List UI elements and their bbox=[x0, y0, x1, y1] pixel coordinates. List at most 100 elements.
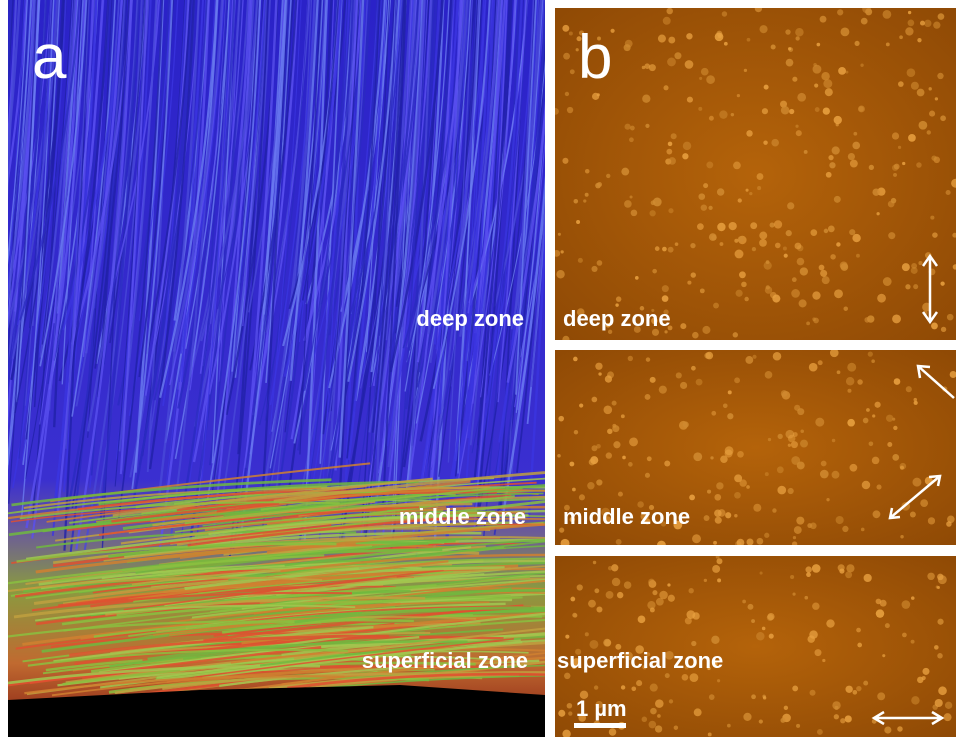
texture-element bbox=[796, 130, 802, 136]
texture-element bbox=[795, 243, 802, 250]
page: a b deep zone middle zone superficial zo… bbox=[0, 0, 956, 737]
texture-element bbox=[629, 137, 634, 142]
texture-element bbox=[567, 703, 573, 709]
texture-element bbox=[701, 68, 709, 76]
texture-element bbox=[699, 77, 702, 80]
texture-element bbox=[704, 579, 707, 582]
texture-element bbox=[724, 42, 728, 46]
texture-element bbox=[727, 413, 733, 419]
texture-element bbox=[789, 109, 794, 114]
texture-element bbox=[597, 260, 603, 266]
texture-element bbox=[847, 389, 851, 393]
texture-element bbox=[690, 673, 699, 682]
texture-element bbox=[822, 276, 830, 284]
texture-element bbox=[606, 452, 612, 458]
texture-element bbox=[720, 242, 724, 246]
texture-element bbox=[723, 403, 728, 408]
texture-element bbox=[912, 478, 921, 487]
texture-element bbox=[795, 125, 798, 128]
texture-element bbox=[852, 142, 860, 150]
texture-element bbox=[622, 456, 626, 460]
texture-element bbox=[702, 326, 710, 334]
texture-element bbox=[585, 169, 590, 174]
texture-element bbox=[612, 425, 619, 432]
texture-element bbox=[842, 526, 848, 532]
texture-element bbox=[797, 93, 806, 102]
texture-element bbox=[624, 200, 632, 208]
texture-element bbox=[689, 494, 695, 500]
texture-element bbox=[667, 8, 673, 14]
texture-element bbox=[829, 162, 835, 168]
texture-element bbox=[792, 541, 797, 546]
texture-element bbox=[655, 246, 660, 251]
texture-element bbox=[658, 35, 666, 43]
texture-element bbox=[872, 188, 879, 195]
texture-element bbox=[746, 189, 749, 192]
texture-element bbox=[902, 263, 910, 271]
texture-element bbox=[876, 609, 884, 617]
texture-element bbox=[832, 439, 835, 442]
texture-element bbox=[937, 586, 940, 589]
texture-element bbox=[759, 719, 763, 723]
texture-element bbox=[742, 600, 746, 604]
texture-element bbox=[938, 13, 945, 20]
texture-element bbox=[892, 165, 898, 171]
texture-element bbox=[686, 610, 695, 619]
texture-element bbox=[892, 314, 901, 323]
texture-element bbox=[832, 146, 840, 154]
texture-element bbox=[0, 0, 8, 490]
texture-element bbox=[757, 186, 761, 190]
texture-element bbox=[659, 591, 668, 600]
texture-element bbox=[680, 323, 686, 329]
texture-element bbox=[706, 75, 715, 84]
texture-element bbox=[899, 35, 903, 39]
texture-element bbox=[876, 599, 882, 605]
texture-element bbox=[911, 596, 915, 600]
texture-element bbox=[800, 267, 808, 275]
texture-element bbox=[738, 198, 742, 202]
zone-label: superficial zone bbox=[557, 648, 723, 673]
texture-element bbox=[739, 271, 746, 278]
texture-element bbox=[744, 69, 747, 72]
texture-element bbox=[709, 116, 714, 121]
texture-element bbox=[778, 434, 783, 439]
texture-element bbox=[788, 488, 794, 494]
texture-element bbox=[591, 266, 597, 272]
texture-element bbox=[940, 282, 944, 286]
texture-element bbox=[937, 619, 943, 625]
texture-element bbox=[911, 263, 917, 269]
texture-element bbox=[628, 462, 633, 467]
texture-element bbox=[725, 512, 731, 518]
texture-element bbox=[680, 382, 687, 389]
texture-element bbox=[585, 193, 589, 197]
texture-element bbox=[800, 429, 804, 433]
texture-element bbox=[752, 247, 756, 251]
texture-element bbox=[876, 212, 879, 215]
texture-element bbox=[771, 44, 776, 49]
texture-element bbox=[663, 17, 671, 25]
texture-element bbox=[857, 643, 862, 648]
texture-element bbox=[856, 254, 860, 258]
texture-element bbox=[708, 206, 712, 210]
texture-element bbox=[933, 22, 940, 29]
texture-element bbox=[727, 724, 731, 728]
texture-element bbox=[847, 419, 855, 427]
texture-element bbox=[701, 204, 707, 210]
texture-element bbox=[770, 222, 775, 227]
texture-element bbox=[922, 668, 929, 675]
texture-element bbox=[868, 352, 873, 357]
texture-element bbox=[568, 711, 572, 715]
texture-element bbox=[616, 296, 621, 301]
texture-element bbox=[815, 107, 820, 112]
texture-element bbox=[832, 701, 840, 709]
texture-element bbox=[892, 454, 899, 461]
texture-element bbox=[919, 121, 928, 130]
texture-element bbox=[663, 85, 668, 90]
texture-element bbox=[725, 446, 734, 455]
texture-element bbox=[763, 696, 766, 699]
texture-element bbox=[917, 38, 921, 42]
texture-element bbox=[944, 713, 952, 721]
texture-element bbox=[812, 602, 819, 609]
texture-element bbox=[757, 173, 764, 180]
texture-element bbox=[877, 692, 885, 700]
